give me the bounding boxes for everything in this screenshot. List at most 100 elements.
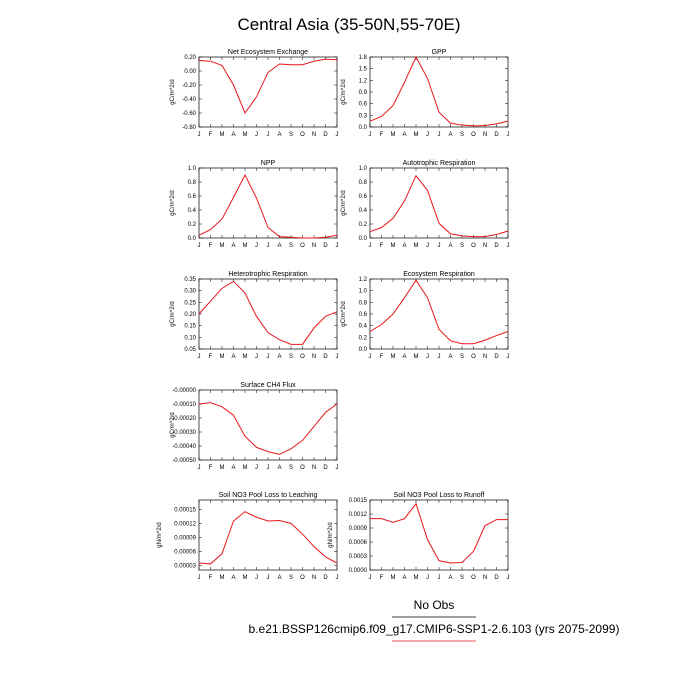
y-tick-label: 0.0: [359, 125, 368, 131]
x-tick-label: A: [448, 575, 452, 581]
y-tick-label: 0.6: [359, 194, 368, 200]
y-tick-label: 0.4: [188, 208, 197, 214]
x-tick-label: J: [369, 243, 372, 249]
series-line: [369, 279, 509, 345]
x-tick-label: J: [267, 575, 270, 581]
x-tick-label: O: [300, 575, 305, 581]
x-tick-label: A: [231, 354, 235, 360]
x-tick-label: J: [267, 465, 270, 471]
x-tick-label: N: [312, 465, 316, 471]
x-tick-label: J: [255, 465, 258, 471]
plot-frame: [198, 56, 338, 128]
x-tick-label: O: [471, 354, 476, 360]
x-tick-label: N: [483, 354, 487, 360]
x-tick-label: S: [289, 243, 293, 249]
x-tick-label: J: [507, 575, 510, 581]
x-tick-label: J: [198, 465, 201, 471]
x-tick-label: S: [460, 575, 464, 581]
y-axis-label: gC/m^2/d: [170, 412, 176, 438]
x-tick-label: J: [255, 354, 258, 360]
y-tick-label: 0.0000: [349, 568, 368, 574]
x-tick-label: N: [312, 354, 316, 360]
plot-frame: [369, 499, 509, 571]
y-tick-label: 0.05: [184, 347, 196, 353]
x-tick-label: F: [209, 465, 213, 471]
y-tick-label: -0.60: [182, 111, 196, 117]
x-tick-label: M: [414, 575, 419, 581]
x-tick-label: J: [426, 132, 429, 138]
x-tick-label: D: [323, 465, 328, 471]
x-tick-label: M: [414, 132, 419, 138]
x-tick-label: M: [391, 243, 396, 249]
x-tick-label: A: [402, 132, 406, 138]
x-tick-label: S: [289, 132, 293, 138]
x-tick-label: S: [289, 354, 293, 360]
x-tick-label: S: [460, 243, 464, 249]
y-axis-label: gN/m^2/d: [328, 522, 334, 548]
plot-frame: [369, 56, 509, 128]
panel-title: Soil NO3 Pool Loss to Leaching: [219, 492, 318, 499]
y-tick-label: -0.40: [182, 97, 196, 103]
x-tick-label: J: [336, 354, 339, 360]
x-tick-label: F: [380, 575, 384, 581]
y-tick-label: 0.6: [359, 312, 368, 318]
case-label: b.e21.BSSP126cmip6.f09_g17.CMIP6-SSP1-2.…: [249, 622, 620, 636]
y-axis-label: gC/m^2/d: [170, 190, 176, 216]
y-tick-label: 0.4: [359, 208, 368, 214]
x-tick-label: O: [471, 575, 476, 581]
x-tick-label: M: [220, 465, 225, 471]
x-tick-label: S: [289, 575, 293, 581]
figure-title: Central Asia (35-50N,55-70E): [237, 15, 460, 34]
x-tick-label: N: [483, 243, 487, 249]
x-tick-label: D: [494, 132, 499, 138]
x-tick-label: A: [277, 132, 281, 138]
y-tick-label: -0.00000: [172, 388, 196, 394]
x-tick-label: A: [231, 243, 235, 249]
y-tick-label: 0.25: [184, 300, 196, 306]
x-tick-label: M: [243, 575, 248, 581]
x-tick-label: J: [369, 575, 372, 581]
x-tick-label: F: [209, 575, 213, 581]
x-tick-label: A: [277, 465, 281, 471]
panel-title: Ecosystem Respiration: [403, 271, 475, 278]
y-tick-label: 0.0009: [349, 526, 368, 532]
x-tick-label: O: [300, 465, 305, 471]
x-tick-label: A: [448, 132, 452, 138]
y-tick-label: 1.2: [359, 277, 368, 283]
x-tick-label: J: [198, 243, 201, 249]
x-tick-label: J: [255, 132, 258, 138]
x-tick-label: M: [391, 132, 396, 138]
y-tick-label: 0.0012: [349, 512, 368, 518]
x-tick-label: M: [220, 575, 225, 581]
x-tick-label: A: [277, 575, 281, 581]
x-tick-label: M: [414, 243, 419, 249]
x-tick-label: S: [289, 465, 293, 471]
x-tick-label: J: [438, 243, 441, 249]
y-tick-label: 1.0: [359, 166, 368, 172]
x-tick-label: M: [220, 132, 225, 138]
x-tick-label: A: [231, 465, 235, 471]
series-line: [198, 280, 338, 345]
x-tick-label: J: [267, 243, 270, 249]
y-tick-label: -0.00050: [172, 458, 196, 464]
y-tick-label: 0.4: [359, 324, 368, 330]
x-tick-label: J: [369, 132, 372, 138]
x-tick-label: J: [198, 354, 201, 360]
x-tick-label: J: [336, 465, 339, 471]
x-tick-label: F: [380, 243, 384, 249]
x-tick-label: A: [277, 243, 281, 249]
y-tick-label: 1.2: [359, 78, 368, 84]
y-tick-label: 0.8: [188, 180, 197, 186]
x-tick-label: N: [312, 132, 316, 138]
panel-title: Net Ecosystem Exchange: [228, 49, 308, 56]
y-tick-label: 1.0: [359, 289, 368, 295]
plot-frame: [198, 499, 338, 571]
y-axis-label: gC/m^2/d: [170, 79, 176, 105]
panel-title: GPP: [432, 49, 447, 56]
x-tick-label: N: [312, 243, 316, 249]
x-tick-label: N: [483, 132, 487, 138]
